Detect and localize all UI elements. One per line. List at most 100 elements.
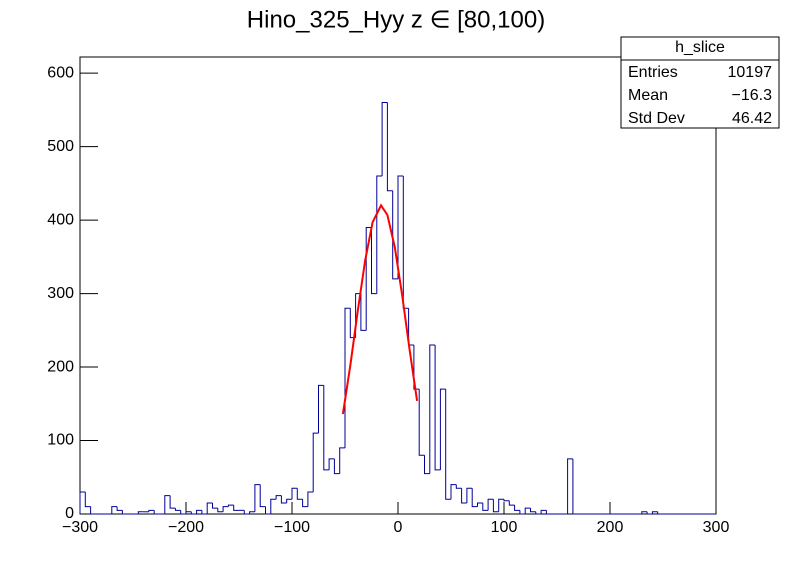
- histogram-bin: [296, 488, 303, 500]
- histogram-bin: [79, 491, 86, 514]
- histogram-bin: [243, 510, 250, 515]
- histogram-bin: [153, 510, 160, 515]
- histogram-bin: [461, 488, 467, 504]
- histogram-bin: [503, 499, 510, 502]
- histogram-bin: [164, 495, 171, 514]
- histogram-bin: [275, 495, 282, 500]
- histogram-bin: [360, 293, 367, 331]
- histogram-bin: [439, 388, 446, 470]
- histogram-bin: [217, 508, 224, 513]
- histogram-bin: [323, 385, 330, 471]
- y-tick-label: 500: [47, 138, 74, 155]
- histogram-bin: [371, 227, 377, 295]
- stats-label: Entries: [628, 64, 678, 81]
- histogram-bin: [641, 511, 648, 514]
- histogram-bin: [201, 510, 208, 515]
- histogram-bin: [540, 509, 547, 514]
- histogram-bin: [339, 447, 345, 474]
- histogram-bin: [270, 498, 277, 514]
- histogram-bin: [567, 458, 573, 514]
- histogram-bin: [413, 345, 420, 390]
- histogram-bin: [530, 508, 536, 513]
- x-tick-label: 100: [491, 519, 518, 536]
- y-tick-label: 400: [47, 211, 74, 228]
- x-tick-label: 200: [597, 519, 624, 536]
- histogram-bin: [307, 491, 314, 507]
- histogram-bin: [392, 190, 398, 280]
- histogram-bin: [318, 384, 324, 434]
- histogram-bin: [148, 509, 155, 512]
- stats-frame: [620, 36, 780, 129]
- histogram-bin: [190, 511, 197, 515]
- histogram-bin: [249, 511, 255, 514]
- histogram-bin: [212, 502, 218, 509]
- histogram-bin: [291, 487, 298, 500]
- fit-curve: [341, 203, 419, 415]
- x-tick-label: −100: [274, 519, 310, 536]
- histogram-bin: [254, 484, 261, 512]
- histogram-bin: [646, 511, 653, 515]
- x-tick-label: 300: [703, 519, 730, 536]
- histogram-bin: [519, 510, 526, 515]
- histogram-bin: [508, 500, 515, 506]
- histogram-bin: [111, 506, 118, 514]
- histogram-bin: [185, 511, 192, 514]
- y-tick-label: 200: [47, 358, 74, 375]
- histogram-bin: [169, 495, 176, 509]
- histogram-bin: [445, 389, 451, 500]
- x-tick-label: 0: [394, 519, 403, 536]
- histogram-bin: [174, 508, 181, 511]
- histogram-bin: [492, 499, 499, 513]
- histogram-bin: [535, 511, 542, 515]
- histogram-bin: [524, 507, 531, 514]
- histogram-bin: [397, 175, 404, 279]
- histogram-bin: [222, 506, 229, 512]
- stats-value: 10197: [728, 64, 773, 81]
- histogram-bin: [572, 458, 579, 515]
- histogram-bin: [434, 345, 441, 471]
- histogram-bin: [116, 506, 123, 511]
- x-tick-label: −300: [62, 519, 98, 536]
- histogram-bin: [514, 505, 520, 511]
- histogram-bin: [450, 484, 457, 500]
- stats-value: −16.3: [732, 87, 773, 104]
- histogram-bin: [312, 432, 319, 492]
- histogram-bin: [233, 505, 239, 511]
- histogram-bin: [302, 499, 308, 508]
- histogram-bin: [137, 511, 144, 514]
- histogram-bin: [466, 487, 473, 503]
- histogram-bin: [90, 506, 96, 515]
- histogram-bin: [386, 102, 393, 192]
- histogram-bin: [376, 175, 383, 294]
- histogram-bin: [265, 506, 271, 515]
- histogram-bin: [545, 510, 552, 515]
- y-tick-label: 100: [47, 432, 74, 449]
- histogram-bin: [206, 502, 213, 514]
- histogram-bin: [196, 509, 202, 514]
- histogram-bin: [657, 511, 663, 515]
- histogram-bin: [424, 455, 430, 475]
- histogram-bin: [280, 495, 287, 504]
- histogram-bin: [651, 511, 658, 514]
- histogram-bin: [418, 389, 425, 456]
- chart-title: Hino_325_Hyy z ∈ [80,100): [247, 6, 545, 33]
- histogram-bin: [180, 510, 186, 515]
- stats-title: h_slice: [675, 39, 725, 56]
- y-tick-label: 300: [47, 285, 74, 302]
- histogram-bin: [333, 458, 340, 475]
- histogram-bin: [498, 498, 504, 512]
- histogram-bin: [455, 484, 462, 489]
- stats-label: Mean: [628, 87, 668, 104]
- y-tick-label: 600: [47, 64, 74, 81]
- histogram-bin: [381, 102, 388, 177]
- histogram-bin: [365, 226, 372, 331]
- histogram-bin: [471, 488, 478, 508]
- stats-box: h_slice Entries 10197 Mean −16.3 Std Dev…: [620, 36, 780, 129]
- histogram-bin: [286, 498, 292, 503]
- histogram-bin: [84, 491, 91, 508]
- histogram-bin: [328, 458, 335, 470]
- histogram-bin: [482, 502, 489, 511]
- x-tick-label: −200: [168, 519, 204, 536]
- y-tick-label: 0: [65, 505, 74, 522]
